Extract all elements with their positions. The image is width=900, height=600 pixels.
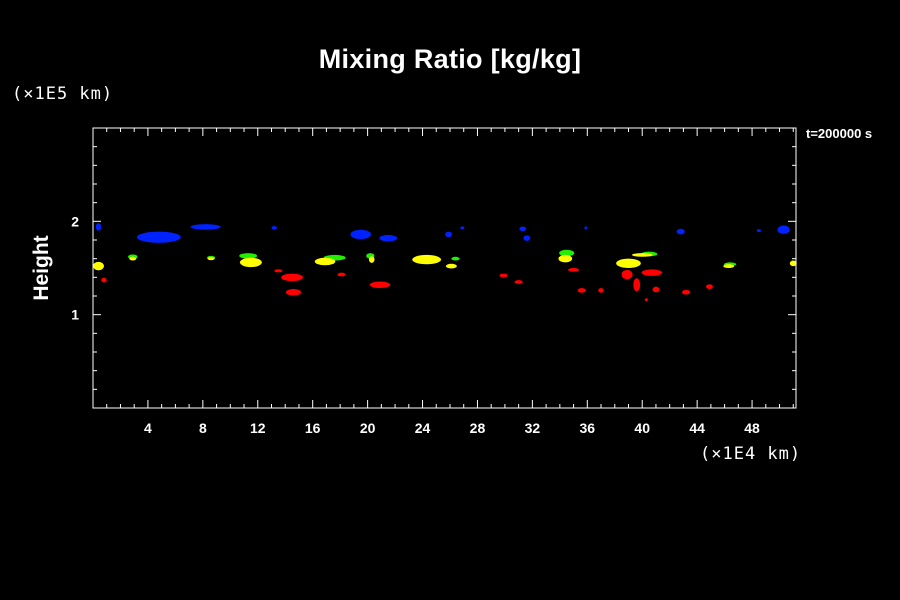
red-contour-patch — [101, 277, 107, 283]
x-tick-label: 32 — [525, 420, 541, 436]
yellow-contour-patch — [239, 257, 262, 268]
blue-contour-patch — [756, 229, 761, 233]
green-contour-patch — [559, 249, 575, 257]
blue-contour-patch — [445, 231, 453, 238]
blue-contour-patch — [584, 226, 588, 230]
x-tick-label: 28 — [470, 420, 486, 436]
x-tick-label: 40 — [634, 420, 650, 436]
red-contour-patch — [568, 268, 580, 272]
blue-contour-patch — [519, 226, 527, 232]
yellow-contour-patch — [445, 263, 457, 269]
x-tick-label: 24 — [415, 420, 431, 436]
yellow-contour-patch — [616, 258, 641, 269]
red-contour-patch — [633, 278, 641, 292]
yellow-contour-patch — [412, 254, 442, 265]
red-contour-patch — [514, 280, 523, 284]
red-contour-patch — [577, 288, 586, 293]
yellow-contour-patch — [314, 257, 336, 266]
x-tick-label: 4 — [144, 420, 152, 436]
red-contour-patch — [706, 284, 713, 289]
x-axis-unit: (×1E4 km) — [700, 444, 802, 464]
time-label: t=200000 s — [806, 126, 873, 141]
red-contour-patch — [598, 288, 604, 293]
yellow-contour-patch — [558, 254, 573, 263]
red-contour-patch — [682, 289, 691, 295]
y-axis-label: Height — [30, 235, 53, 301]
blue-contour-patch — [350, 229, 372, 240]
red-contour-patch — [274, 269, 283, 273]
green-contour-patch — [239, 253, 258, 259]
plot-frame — [92, 127, 797, 409]
blue-contour-patch — [95, 223, 102, 231]
yellow-contour-patch — [129, 256, 137, 261]
yellow-contour-patch — [207, 257, 215, 261]
axis-ticks — [93, 128, 796, 408]
blue-contour-patch — [136, 231, 181, 243]
y-tick-label: 1 — [71, 307, 79, 323]
y-tick-label: 2 — [71, 213, 79, 229]
green-contour-patch — [451, 256, 460, 261]
blue-contour-patch — [523, 235, 531, 241]
blue-contour-patch — [676, 228, 685, 235]
chart-title: Mixing Ratio [kg/kg] — [318, 44, 582, 74]
red-contour-patch — [337, 272, 346, 277]
x-tick-label: 12 — [250, 420, 266, 436]
x-tick-label: 20 — [360, 420, 376, 436]
red-contour-patch — [369, 281, 391, 289]
red-contour-patch — [641, 269, 663, 276]
x-tick-label: 44 — [689, 420, 705, 436]
y-axis-unit: (×1E5 km) — [12, 84, 114, 104]
red-contour-patch — [621, 269, 633, 280]
yellow-contour-patch — [723, 264, 735, 268]
x-tick-label: 16 — [305, 420, 321, 436]
blue-contour-patch — [190, 224, 221, 230]
yellow-contour-patch — [631, 253, 653, 257]
blue-contour-patch — [460, 226, 465, 230]
red-contour-patch — [281, 273, 304, 282]
yellow-contour-patch — [368, 256, 375, 263]
yellow-contour-patch — [93, 261, 104, 271]
x-tick-label: 8 — [199, 420, 207, 436]
blue-contour-patch — [379, 234, 398, 242]
x-tick-label: 36 — [580, 420, 596, 436]
red-contour-patch — [499, 273, 508, 278]
yellow-contour-patch — [789, 260, 797, 267]
blue-contour-patch — [271, 226, 277, 230]
red-contour-patch — [644, 298, 648, 302]
contour-patches — [93, 223, 797, 302]
red-contour-patch — [652, 286, 660, 293]
x-tick-label: 48 — [744, 420, 760, 436]
red-contour-patch — [285, 289, 302, 296]
blue-contour-patch — [777, 225, 790, 234]
